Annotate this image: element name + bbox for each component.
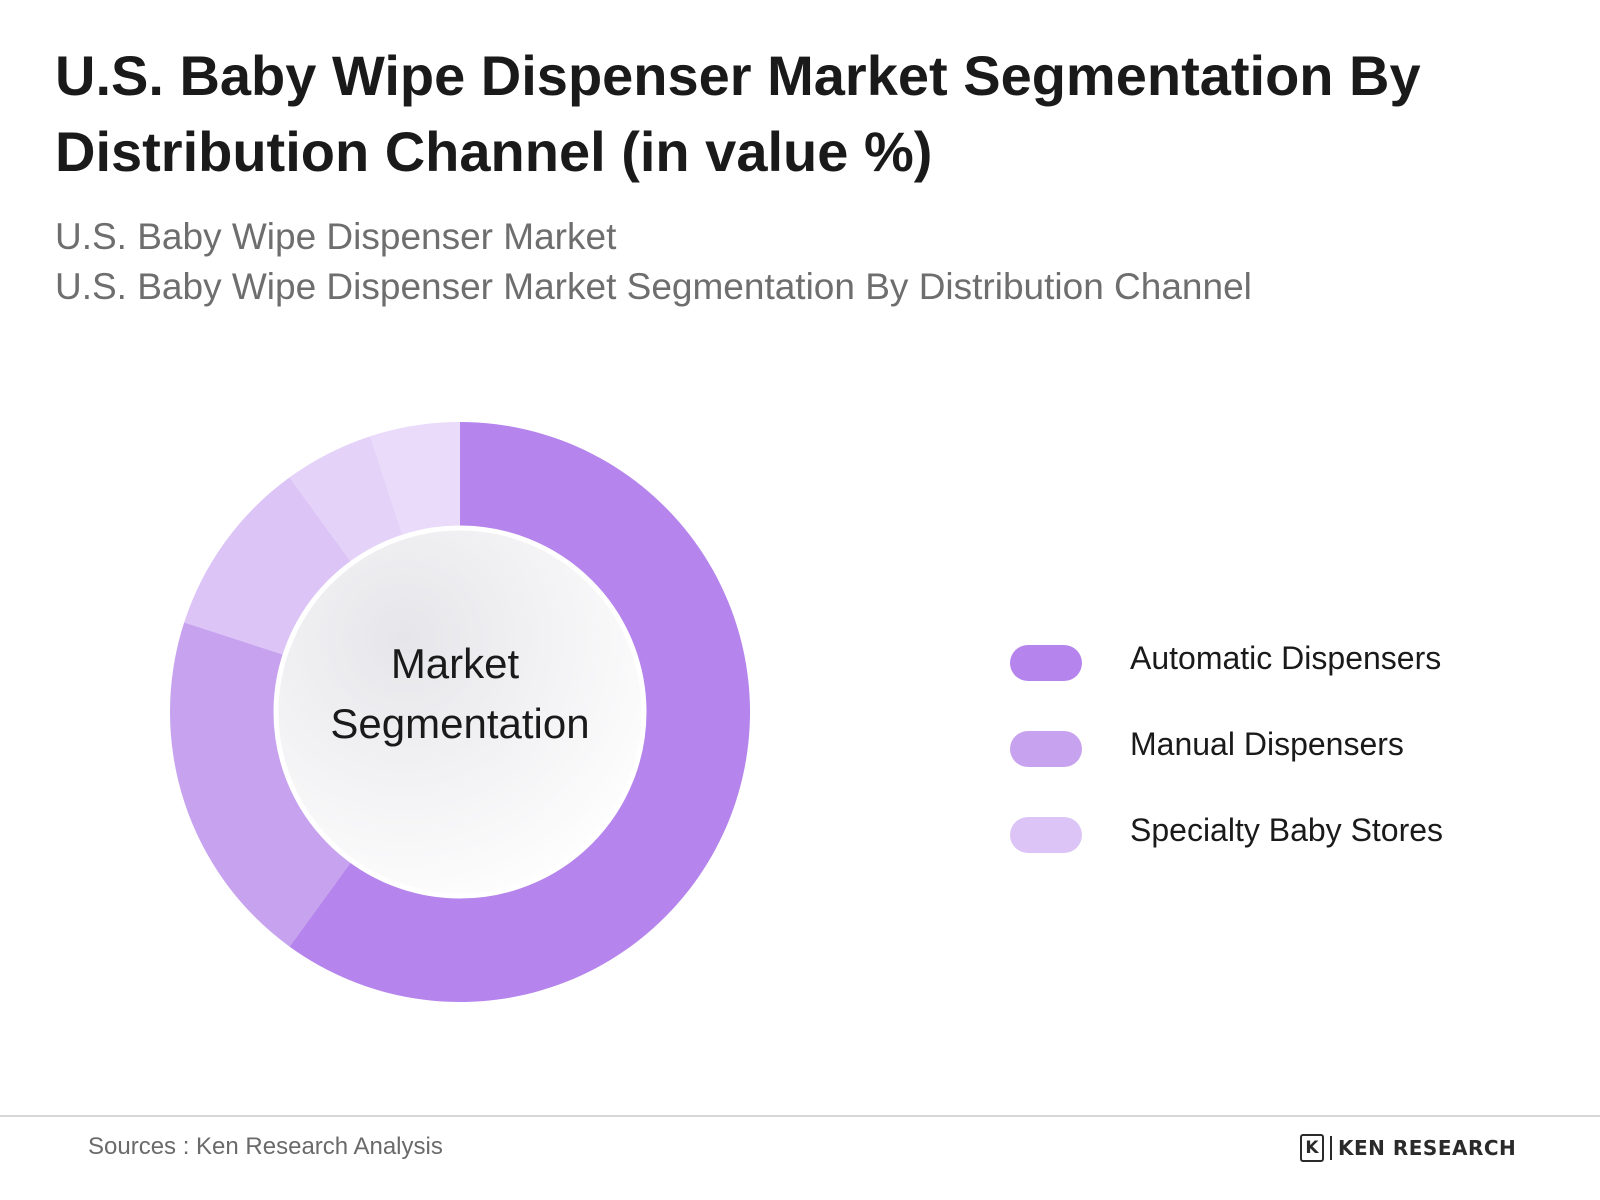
- slice-automatic-dispensers[interactable]: [289, 422, 750, 1002]
- legend-swatch: [1010, 817, 1082, 853]
- slice-specialty-baby-stores[interactable]: [184, 477, 355, 657]
- center-label-line-1: Market: [391, 640, 520, 687]
- brand-separator: [1330, 1136, 1332, 1160]
- chart-subtitle: U.S. Baby Wipe Dispenser Market U.S. Bab…: [55, 212, 1505, 312]
- slice-segment-4[interactable]: [289, 436, 405, 567]
- legend-swatch: [1010, 645, 1082, 681]
- subtitle-line-1: U.S. Baby Wipe Dispenser Market: [55, 216, 617, 257]
- source-note: Sources : Ken Research Analysis: [88, 1133, 443, 1160]
- legend-label: Automatic Dispensers: [1130, 640, 1442, 676]
- center-label-line-2: Segmentation: [330, 700, 589, 747]
- legend-label: Specialty Baby Stores: [1130, 812, 1444, 848]
- brand-logo: K KEN RESEARCH: [1300, 1134, 1516, 1162]
- donut-slices: [170, 422, 750, 1002]
- legend-swatch: [1010, 731, 1082, 767]
- brand-mark-icon: K: [1300, 1134, 1324, 1162]
- legend-label: Manual Dispensers: [1130, 726, 1404, 762]
- donut-center: [273, 525, 647, 899]
- brand-name: KEN RESEARCH: [1338, 1136, 1517, 1160]
- footer-divider: [0, 1115, 1600, 1117]
- donut-chart: Market Segmentation: [170, 422, 750, 1002]
- chart-title: U.S. Baby Wipe Dispenser Market Segmenta…: [55, 44, 1421, 183]
- slice-segment-5[interactable]: [370, 422, 460, 541]
- subtitle-line-2: U.S. Baby Wipe Dispenser Market Segmenta…: [55, 266, 1252, 307]
- slice-manual-dispensers[interactable]: [170, 622, 355, 947]
